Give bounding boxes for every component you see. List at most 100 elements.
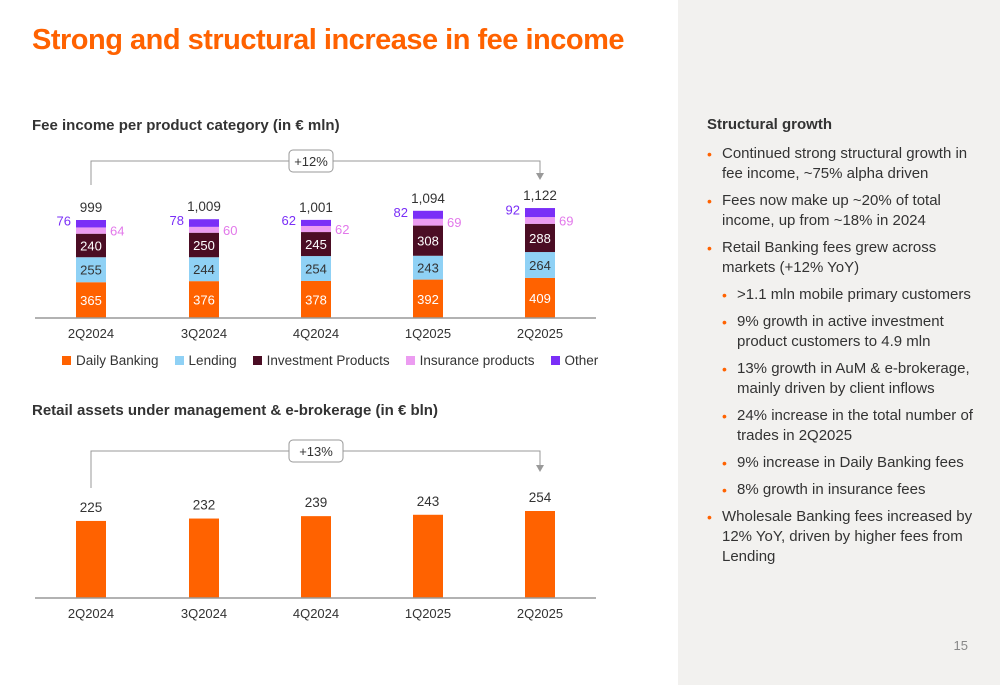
growth-arrow-icon [536,465,544,472]
legend-label: Investment Products [266,353,390,368]
bar-segment [413,255,443,280]
legend-item: Lending [174,353,237,368]
bullet-item: >1.1 mln mobile primary customers [707,285,977,305]
data-label: 60 [223,223,237,238]
x-tick-label: 3Q2024 [181,606,227,621]
bar-segment [301,256,331,281]
bar-segment [301,225,331,233]
bar-segment [413,225,443,256]
bar-segment [413,218,443,226]
growth-label: +12% [294,154,328,169]
data-label: 365 [80,293,102,308]
total-label: 1,122 [523,188,557,203]
growth-arrow-icon [536,173,544,180]
bullet-item: 9% growth in active investment product c… [707,312,977,352]
data-label: 69 [559,213,573,228]
bullet-item: 9% increase in Daily Banking fees [707,453,977,473]
bar [76,520,106,598]
bullet-item: Retail Banking fees grew across markets … [707,238,977,278]
x-tick-label: 2Q2024 [68,326,114,341]
x-tick-label: 4Q2024 [293,326,339,341]
data-label: 250 [193,238,215,253]
panel-heading: Structural growth [707,116,833,133]
x-tick-label: 2Q2025 [517,326,563,341]
data-label: 264 [529,258,551,273]
data-label: 308 [417,234,439,249]
legend-item: Daily Banking [62,353,159,368]
data-label: 62 [335,222,349,237]
bar-segment [525,223,555,253]
bar-segment [413,279,443,318]
growth-badge [288,439,344,463]
bar [189,518,219,598]
bar-segment [189,226,219,233]
data-label: 254 [529,490,552,505]
page-number: 15 [953,638,968,653]
bar-segment [189,232,219,258]
bullet-item: 24% increase in the total number of trad… [707,406,977,446]
x-tick-label: 2Q2025 [517,606,563,621]
data-label: 78 [170,213,184,228]
bullet-list: Continued strong structural growth in fe… [707,144,977,574]
data-label: 92 [506,203,520,218]
data-label: 62 [282,213,296,228]
bar-segment [76,282,106,318]
data-label: 76 [57,214,71,229]
growth-label: +13% [299,444,333,459]
bar [525,511,555,598]
legend-label: Insurance products [419,353,535,368]
x-tick-label: 3Q2024 [181,326,227,341]
total-label: 999 [80,200,103,215]
bar-segment [525,208,555,218]
bar-segment [301,280,331,318]
bar-segment [413,210,443,219]
bullet-item: 13% growth in AuM & e-brokerage, mainly … [707,359,977,399]
aum-chart-title: Retail assets under management & e-broke… [32,402,438,419]
bar-segment [525,217,555,224]
bar-segment [301,232,331,257]
legend-swatch [550,356,560,365]
data-label: 82 [394,205,408,220]
data-label: 254 [305,262,327,277]
data-label: 69 [447,215,461,230]
fee-income-chart: +12% 365 255 240 64 76 999 2Q2024 376 244 250 60 78 1… [35,149,596,341]
page-title: Strong and structural increase in fee in… [32,24,625,56]
legend-swatch [252,356,262,365]
legend-swatch [62,356,71,365]
fee-income-chart-title: Fee income per product category (in € ml… [32,117,340,134]
fee-income-legend: Daily Banking Lending Investment Products I… [62,353,598,368]
legend-label: Lending [188,353,237,368]
total-label: 1,094 [411,191,445,206]
bar [413,514,443,598]
data-label: 255 [80,263,102,278]
bullet-item: 8% growth in insurance fees [707,480,977,500]
bar-segment [189,219,219,227]
data-label: 245 [305,237,327,252]
bar-segment [525,277,555,318]
x-tick-label: 1Q2025 [405,606,451,621]
bullet-item: Wholesale Banking fees increased by 12% … [707,507,977,567]
data-label: 378 [305,292,327,307]
data-label: 240 [80,238,102,253]
data-label: 64 [110,224,124,239]
data-label: 376 [193,293,215,308]
legend-label: Other [564,353,599,368]
bar-segment [76,257,106,283]
x-tick-label: 1Q2025 [405,326,451,341]
legend-swatch [405,356,415,365]
bar-segment [76,227,106,234]
structural-growth-panel: Structural growth Continued strong struc… [678,0,1000,685]
bar-segment [76,220,106,228]
data-label: 244 [193,262,215,277]
bar-segment [189,257,219,282]
growth-badge [288,149,334,173]
data-label: 239 [305,495,328,510]
legend-label: Daily Banking [76,353,159,368]
legend-swatch [174,356,184,365]
bullet-item: Fees now make up ~20% of total income, u… [707,191,977,231]
data-label: 232 [193,498,216,513]
aum-chart: +13% 225 2Q2024 232 3Q2024 239 4Q2024 243 1Q2025… [35,439,596,621]
data-label: 409 [529,291,551,306]
data-label: 392 [417,292,439,307]
x-tick-label: 4Q2024 [293,606,339,621]
